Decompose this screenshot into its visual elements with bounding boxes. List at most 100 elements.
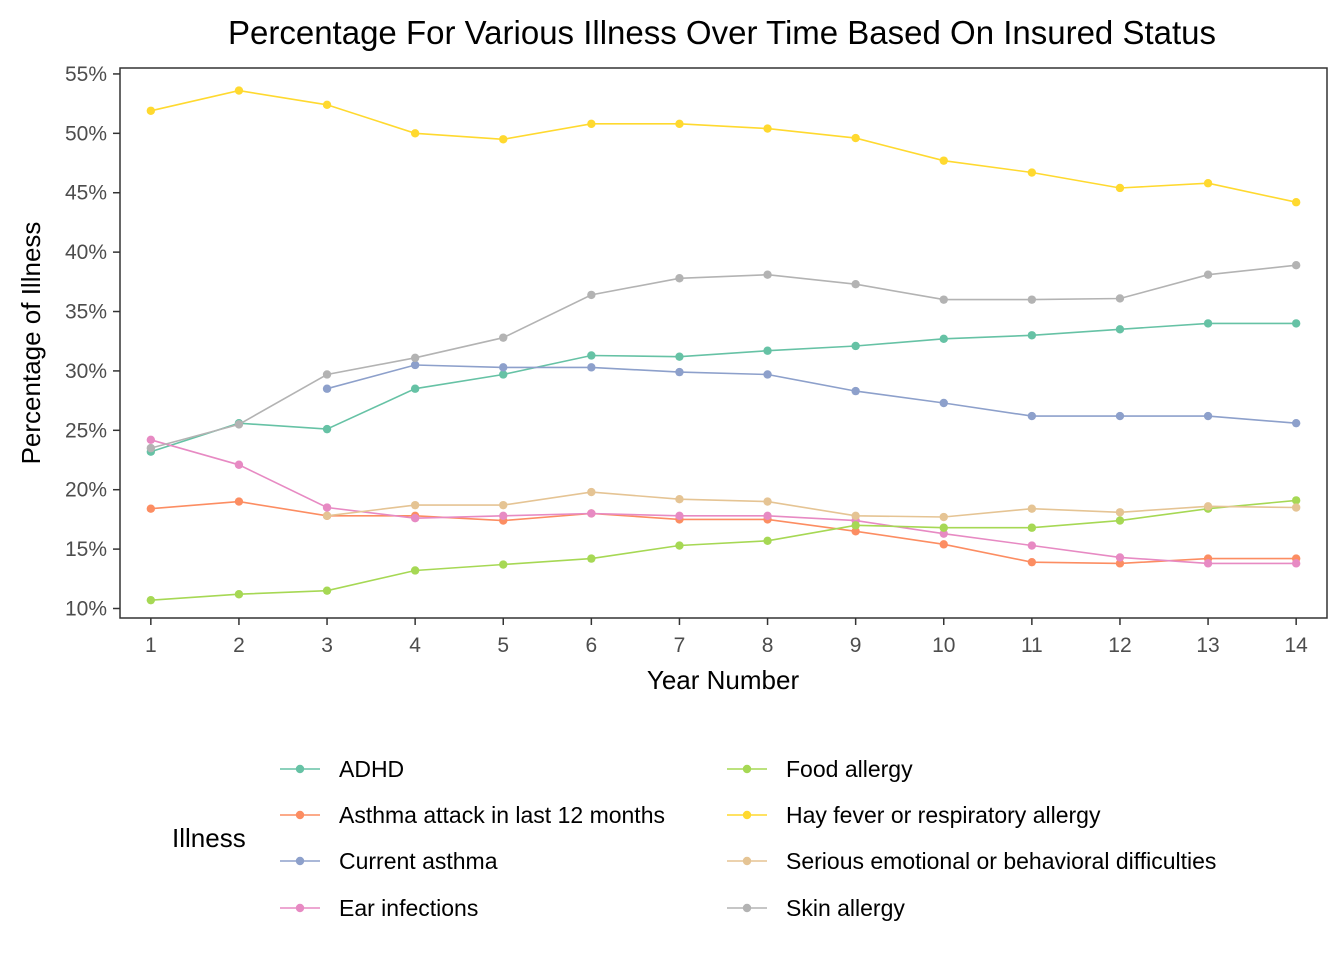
legend-label: Hay fever or respiratory allergy [786, 802, 1101, 828]
data-point [1115, 411, 1125, 421]
data-point [499, 135, 508, 144]
data-point [234, 497, 244, 506]
legend-item: Asthma attack in last 12 months [280, 802, 665, 828]
data-point [763, 124, 772, 133]
series-line [150, 322, 1297, 453]
data-point [587, 509, 596, 518]
data-point [1203, 411, 1213, 421]
data-point [1203, 179, 1213, 188]
data-point [146, 106, 156, 115]
data-point [1027, 411, 1037, 421]
x-tick-label: 11 [1021, 634, 1043, 657]
data-point [763, 270, 772, 279]
y-tick-label: 35% [65, 301, 107, 324]
series-line [326, 491, 1297, 518]
x-tick-label: 8 [762, 634, 774, 657]
y-tick-label: 10% [65, 597, 107, 620]
data-point [1203, 270, 1213, 279]
data-point [851, 279, 860, 289]
data-point [939, 529, 948, 538]
data-point [1027, 523, 1037, 532]
data-point [763, 346, 772, 355]
data-point [234, 86, 244, 95]
data-point [763, 370, 772, 379]
data-point [1027, 504, 1037, 513]
series-line [150, 499, 1297, 601]
legend-label: Ear infections [339, 895, 478, 921]
x-tick-label: 10 [932, 634, 955, 657]
data-point [851, 386, 860, 396]
data-point [851, 527, 860, 536]
y-tick-label: 30% [65, 360, 107, 383]
data-point [851, 511, 860, 521]
data-point [851, 521, 860, 530]
data-point [1203, 559, 1213, 568]
data-point [1291, 496, 1301, 505]
data-point [851, 341, 860, 351]
data-point [499, 333, 508, 342]
data-point [763, 497, 772, 506]
data-point [1115, 325, 1125, 334]
data-point [322, 424, 332, 434]
series-current-asthma [322, 360, 1301, 428]
data-point [1291, 418, 1301, 428]
plot-panel-border [119, 67, 1328, 619]
data-point [939, 295, 948, 304]
data-point [587, 119, 596, 129]
data-point [675, 495, 684, 504]
y-axis-label: Percentage of Illness [16, 222, 46, 465]
data-point [1203, 319, 1213, 328]
data-point [410, 129, 420, 138]
data-point [1027, 295, 1037, 304]
legend-title: Illness [172, 823, 246, 853]
data-point [322, 100, 332, 110]
legend-key-point [742, 764, 752, 774]
data-point [234, 590, 244, 599]
data-point [410, 384, 420, 393]
x-tick-label: 9 [850, 634, 862, 657]
data-point [1027, 541, 1037, 550]
data-point [1115, 553, 1125, 562]
legend-label: Serious emotional or behavioral difficul… [786, 848, 1216, 874]
data-point [322, 384, 332, 393]
data-point [675, 274, 684, 283]
x-tick-label: 6 [586, 634, 598, 657]
series-skin-allergy [146, 260, 1301, 453]
data-point [234, 460, 244, 469]
data-point [410, 360, 420, 370]
series-line [150, 500, 1297, 565]
data-point [146, 504, 156, 513]
legend-item: Hay fever or respiratory allergy [727, 802, 1101, 828]
x-tick-label: 1 [145, 634, 157, 657]
data-point [939, 398, 948, 408]
data-point [322, 586, 332, 595]
data-point [1291, 319, 1301, 328]
data-point [1291, 198, 1301, 207]
data-point [587, 487, 596, 497]
data-point [939, 523, 948, 532]
x-tick-label: 12 [1108, 634, 1131, 657]
legend-item: Skin allergy [727, 895, 905, 921]
y-tick-label: 40% [65, 241, 107, 264]
data-point [587, 554, 596, 563]
series-asthma-attack-in-last-12-months [146, 497, 1301, 568]
y-tick-label: 15% [65, 538, 107, 561]
data-point [499, 560, 508, 569]
data-point [675, 511, 684, 521]
data-point [499, 511, 508, 521]
data-point [410, 566, 420, 575]
legend: ADHD Asthma attack in last 12 months Curre… [280, 756, 1216, 921]
data-point [763, 536, 772, 545]
x-tick-label: 2 [233, 634, 245, 657]
data-point [939, 334, 948, 344]
data-point [410, 514, 420, 523]
legend-item: Current asthma [280, 848, 498, 874]
series-serious-emotional-or-behavioral-difficulties [322, 487, 1301, 522]
series-hay-fever-or-respiratory-allergy [146, 86, 1301, 207]
legend-item: ADHD [280, 756, 404, 782]
x-tick-label: 5 [497, 634, 509, 657]
legend-key-point [295, 764, 305, 774]
legend-label: Asthma attack in last 12 months [339, 802, 665, 828]
x-tick-label: 7 [674, 634, 686, 657]
